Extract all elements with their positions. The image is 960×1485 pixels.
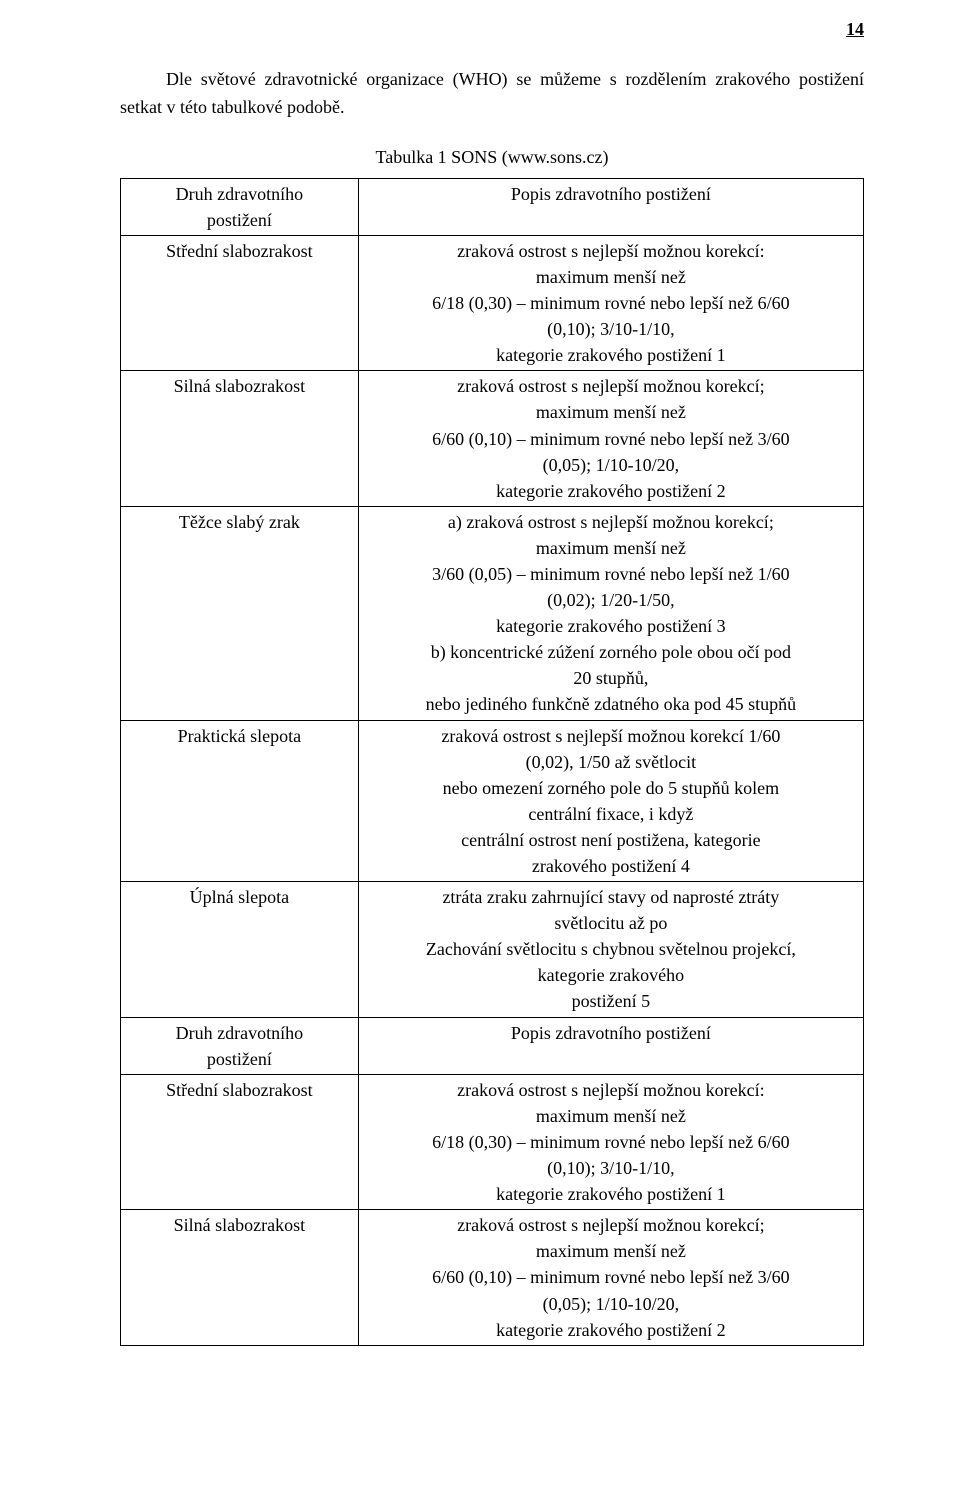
description-text: (0,02), 1/50 až světlocit <box>526 752 696 772</box>
description-text: (0,05); 1/10-10/20, <box>543 455 680 475</box>
description-text: (0,02); 1/20-1/50, <box>547 590 675 610</box>
description-text: nebo jediného funkčně zdatného oka pod 4… <box>426 694 796 714</box>
description-text: kategorie zrakového postižení 1 <box>496 1184 725 1204</box>
description-text: 6/60 (0,10) – minimum rovné nebo lepší n… <box>432 1267 789 1287</box>
description-cell: zraková ostrost s nejlepší možnou korekc… <box>358 235 863 370</box>
category-cell: Silná slabozrakost <box>121 1210 359 1345</box>
intro-paragraph: Dle světové zdravotnické organizace (WHO… <box>120 66 864 122</box>
category-text: postižení <box>207 1049 272 1069</box>
category-text: Druh zdravotního <box>176 1023 303 1043</box>
table-row: Druh zdravotního postižení Popis zdravotní… <box>121 1017 864 1074</box>
description-text: a) zraková ostrost s nejlepší možnou kor… <box>448 512 774 532</box>
description-text: maximum menší než <box>536 402 686 422</box>
description-cell: zraková ostrost s nejlepší možnou korekc… <box>358 1210 863 1345</box>
category-text: Silná slabozrakost <box>174 1215 305 1235</box>
table-row: Druh zdravotního postižení Popis zdravotní… <box>121 178 864 235</box>
description-text: zrakového postižení 4 <box>532 856 690 876</box>
description-text: b) koncentrické zúžení zorného pole obou… <box>431 642 791 662</box>
description-text: zraková ostrost s nejlepší možnou korekc… <box>457 1080 764 1100</box>
description-text: (0,05); 1/10-10/20, <box>543 1294 680 1314</box>
description-cell: zraková ostrost s nejlepší možnou korekc… <box>358 720 863 882</box>
description-text: kategorie zrakového postižení 2 <box>496 1320 725 1340</box>
description-text: maximum menší než <box>536 538 686 558</box>
category-text: Střední slabozrakost <box>166 1080 312 1100</box>
table-row: Těžce slabý zrak a) zraková ostrost s nej… <box>121 506 864 720</box>
description-text: nebo omezení zorného pole do 5 stupňů ko… <box>443 778 779 798</box>
description-text: Popis zdravotního postižení <box>511 1023 711 1043</box>
page: 14 Dle světové zdravotnické organizace (… <box>0 0 960 1485</box>
classification-table: Druh zdravotního postižení Popis zdravotní… <box>120 178 864 1346</box>
description-cell: zraková ostrost s nejlepší možnou korekc… <box>358 1074 863 1209</box>
description-cell: a) zraková ostrost s nejlepší možnou kor… <box>358 506 863 720</box>
category-text: postižení <box>207 210 272 230</box>
description-text: 6/60 (0,10) – minimum rovné nebo lepší n… <box>432 429 789 449</box>
category-text: Střední slabozrakost <box>166 241 312 261</box>
description-text: centrální ostrost není postižena, katego… <box>461 830 760 850</box>
category-text: Silná slabozrakost <box>174 376 305 396</box>
table-caption: Tabulka 1 SONS (www.sons.cz) <box>120 144 864 172</box>
category-text: Úplná slepota <box>190 887 289 907</box>
description-text: zraková ostrost s nejlepší možnou korekc… <box>441 726 780 746</box>
category-cell: Úplná slepota <box>121 882 359 1017</box>
category-cell: Druh zdravotního postižení <box>121 1017 359 1074</box>
description-text: kategorie zrakového postižení 1 <box>496 345 725 365</box>
description-text: zraková ostrost s nejlepší možnou korekc… <box>457 376 764 396</box>
description-text: zraková ostrost s nejlepší možnou korekc… <box>457 1215 764 1235</box>
description-text: ztráta zraku zahrnující stavy od naprost… <box>442 887 779 907</box>
description-text: kategorie zrakového postižení 2 <box>496 481 725 501</box>
description-text: kategorie zrakového <box>538 965 684 985</box>
description-text: Zachování světlocitu s chybnou světelnou… <box>426 939 796 959</box>
category-cell: Silná slabozrakost <box>121 371 359 506</box>
description-text: kategorie zrakového postižení 3 <box>496 616 725 636</box>
description-text: zraková ostrost s nejlepší možnou korekc… <box>457 241 764 261</box>
description-text: maximum menší než <box>536 267 686 287</box>
category-cell: Střední slabozrakost <box>121 235 359 370</box>
description-text: 3/60 (0,05) – minimum rovné nebo lepší n… <box>432 564 789 584</box>
category-cell: Praktická slepota <box>121 720 359 882</box>
table-row: Silná slabozrakost zraková ostrost s nejl… <box>121 371 864 506</box>
category-text: Těžce slabý zrak <box>179 512 300 532</box>
table-row: Praktická slepota zraková ostrost s nejle… <box>121 720 864 882</box>
description-text: 6/18 (0,30) – minimum rovné nebo lepší n… <box>432 293 789 313</box>
table-row: Úplná slepota ztráta zraku zahrnující sta… <box>121 882 864 1017</box>
description-cell: zraková ostrost s nejlepší možnou korekc… <box>358 371 863 506</box>
category-cell: Střední slabozrakost <box>121 1074 359 1209</box>
category-cell: Těžce slabý zrak <box>121 506 359 720</box>
table-row: Střední slabozrakost zraková ostrost s ne… <box>121 1074 864 1209</box>
description-text: (0,10); 3/10-1/10, <box>547 1158 675 1178</box>
description-text: 20 stupňů, <box>573 668 648 688</box>
description-text: centrální fixace, i když <box>528 804 693 824</box>
table-row: Střední slabozrakost zraková ostrost s ne… <box>121 235 864 370</box>
page-number: 14 <box>846 16 864 44</box>
description-text: maximum menší než <box>536 1106 686 1126</box>
description-cell: Popis zdravotního postižení <box>358 1017 863 1074</box>
description-text: Popis zdravotního postižení <box>511 184 711 204</box>
description-text: světlocitu až po <box>554 913 667 933</box>
category-text: Praktická slepota <box>178 726 301 746</box>
description-text: 6/18 (0,30) – minimum rovné nebo lepší n… <box>432 1132 789 1152</box>
description-text: (0,10); 3/10-1/10, <box>547 319 675 339</box>
description-text: maximum menší než <box>536 1241 686 1261</box>
description-text: postižení 5 <box>572 991 651 1011</box>
description-cell: ztráta zraku zahrnující stavy od naprost… <box>358 882 863 1017</box>
description-cell: Popis zdravotního postižení <box>358 178 863 235</box>
category-text: Druh zdravotního <box>176 184 303 204</box>
category-cell: Druh zdravotního postižení <box>121 178 359 235</box>
table-row: Silná slabozrakost zraková ostrost s nejl… <box>121 1210 864 1345</box>
